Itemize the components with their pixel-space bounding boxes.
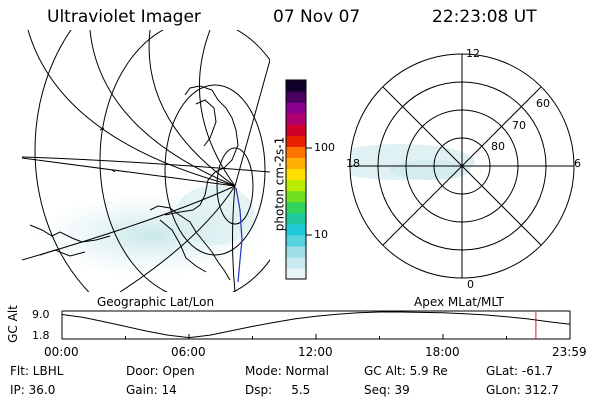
colorbar-band: [286, 146, 306, 158]
door-info: Door: Open: [126, 364, 195, 378]
colorbar-band: [286, 256, 306, 269]
colorbar-band: [286, 190, 306, 203]
colorbar-band: [286, 267, 306, 280]
colorbar-band: [286, 102, 306, 114]
flt-info: Flt: LBHL: [10, 364, 64, 378]
xtick-0000: 00:00: [44, 345, 79, 359]
gc-alt-info: GC Alt: 5.9 Re: [364, 364, 448, 378]
mlat-label-70: 70: [512, 119, 526, 132]
mlt-label-0: 0: [467, 278, 474, 291]
colorbar-band: [286, 124, 306, 136]
xtick-1200: 12:00: [298, 345, 333, 359]
colorbar-band: [286, 234, 306, 247]
xtick-2359: 23:59: [552, 345, 587, 359]
date-label: 07 Nov 07: [273, 7, 361, 27]
altitude-line: [61, 311, 571, 339]
seq-info: Seq: 39: [364, 383, 410, 397]
colorbar-label-text: photon cm-2s-1: [272, 136, 287, 232]
time-label: 22:23:08 UT: [432, 7, 537, 27]
mlt-label-6: 6: [574, 157, 581, 170]
geo-panel-label: Geographic Lat/Lon: [97, 295, 215, 309]
latitude-grid: [34, 30, 270, 292]
instrument-title: Ultraviolet Imager: [47, 7, 201, 27]
mlat-label-60: 60: [536, 97, 550, 110]
gain-info: Gain: 14: [126, 383, 177, 397]
colorbar: [286, 80, 306, 280]
colorbar-band: [286, 91, 306, 103]
colorbar-band: [286, 157, 306, 170]
colorbar-band: [286, 223, 306, 236]
colorbar-band: [286, 212, 306, 225]
gc-alt-axis-label: GC Alt: [5, 305, 20, 343]
ip-info: IP: 36.0: [10, 383, 56, 397]
xtick-0600: 06:00: [171, 345, 206, 359]
glat-info: GLat: -61.7: [486, 364, 553, 378]
colorbar-band: [286, 113, 306, 125]
colorbar-band: [286, 201, 306, 214]
polar-grid: [349, 53, 575, 279]
colorbar-band: [286, 179, 306, 192]
mlat-label-80: 80: [491, 140, 505, 153]
colorbar-band: [286, 135, 306, 147]
dsp-info: Dsp: 5.5: [245, 383, 311, 397]
polar-panel-label: Apex MLat/MLT: [414, 295, 504, 309]
coastline: [29, 85, 239, 281]
colorbar-tick-100: 100: [314, 141, 335, 154]
terminator-line: [235, 187, 243, 283]
colorbar-band: [286, 168, 306, 181]
mlt-label-18: 18: [346, 157, 360, 170]
mode-info: Mode: Normal: [245, 364, 329, 378]
colorbar-tick-10: 10: [314, 228, 328, 241]
timeseries-ticks: [61, 334, 571, 339]
ytick-1-8: 1.8: [32, 329, 50, 342]
xtick-1800: 18:00: [425, 345, 460, 359]
ytick-9: 9.0: [32, 308, 50, 321]
colorbar-label: photon cm-2s-1: [272, 136, 287, 232]
colorbar-band: [286, 245, 306, 258]
colorbar-band: [286, 80, 306, 92]
mlt-label-12: 12: [466, 47, 480, 60]
glon-info: GLon: 312.7: [486, 383, 559, 397]
